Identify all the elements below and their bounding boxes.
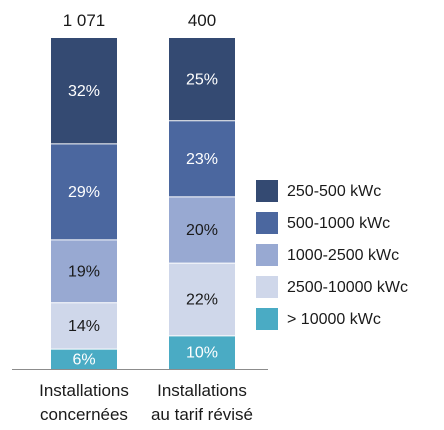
- data-label-0-2: 19%: [68, 264, 100, 281]
- data-label-1-3: 22%: [186, 292, 218, 309]
- category-label-0-line-0: Installations: [39, 381, 129, 400]
- data-label-1-1: 23%: [186, 151, 218, 168]
- legend-label-0: 250-500 kWc: [287, 183, 381, 200]
- category-label-1-line-1: au tarif révisé: [151, 405, 253, 424]
- legend-swatch-3: [256, 276, 278, 298]
- legend-swatch-0: [256, 180, 278, 202]
- legend-swatch-4: [256, 308, 278, 330]
- legend: 250-500 kWc 500-1000 kWc 1000-2500 kWc 2500…: [256, 180, 408, 330]
- bar-segment-0-4: [51, 349, 117, 369]
- bar-segment-1-0: [169, 38, 235, 121]
- bars-group: [51, 38, 235, 369]
- total-label-0: 1 071: [63, 11, 106, 30]
- labels-group: 32% 29% 19% 14% 6% 1 071 Installations concerné…: [39, 11, 253, 424]
- bar-segment-1-1: [169, 120, 235, 197]
- data-label-1-0: 25%: [186, 72, 218, 89]
- data-label-1-2: 20%: [186, 222, 218, 239]
- legend-label-1: 500-1000 kWc: [287, 215, 390, 232]
- category-label-0-line-1: concernées: [40, 405, 128, 424]
- data-label-0-0: 32%: [68, 83, 100, 100]
- bar-segment-0-3: [51, 302, 117, 350]
- bar-segment-0-0: [51, 38, 117, 144]
- data-label-0-1: 29%: [68, 184, 100, 201]
- legend-swatch-2: [256, 244, 278, 266]
- bar-segment-1-3: [169, 263, 235, 336]
- legend-label-4: > 10000 kWc: [287, 311, 381, 328]
- bar-segment-0-2: [51, 239, 117, 303]
- legend-swatch-1: [256, 212, 278, 234]
- data-label-0-3: 14%: [68, 318, 100, 335]
- bar-segment-1-4: [169, 335, 235, 369]
- category-label-1-line-0: Installations: [157, 381, 247, 400]
- total-label-1: 400: [188, 11, 216, 30]
- data-label-0-4: 6%: [72, 351, 95, 368]
- legend-label-2: 1000-2500 kWc: [287, 247, 399, 264]
- bar-segment-1-2: [169, 196, 235, 264]
- legend-label-3: 2500-10000 kWc: [287, 279, 408, 296]
- bar-segment-0-1: [51, 143, 117, 240]
- data-label-1-4: 10%: [186, 345, 218, 362]
